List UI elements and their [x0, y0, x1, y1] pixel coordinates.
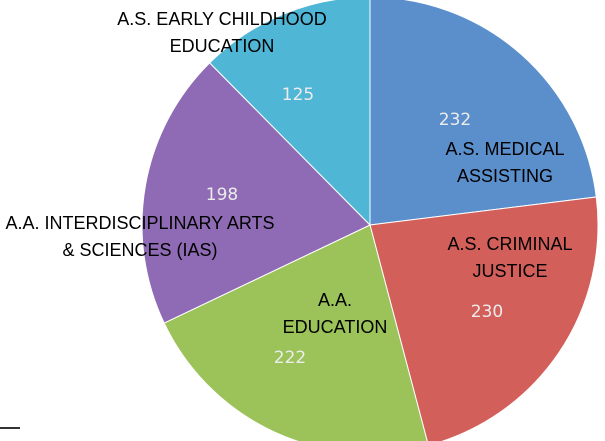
slice-label: A.S. MEDICAL ASSISTING: [445, 139, 565, 186]
pie-slice: [208, 0, 371, 227]
slice-label: A.S. EARLY CHILDHOOD EDUCATION: [117, 9, 327, 56]
data-label: 230: [471, 302, 503, 322]
pie-slice: [141, 62, 371, 324]
slice-label: A.S. CRIMINAL JUSTICE: [447, 234, 573, 281]
pie-slice: [369, 0, 597, 226]
pie-slice: [369, 196, 599, 441]
slice-label: A.A. INTERDISCIPLINARY ARTS & SCIENCES (…: [5, 213, 275, 260]
data-label: 222: [274, 348, 306, 368]
slice-label: A.A. EDUCATION: [282, 290, 388, 337]
pie-slice: [163, 224, 428, 441]
data-label: 198: [206, 185, 238, 205]
data-label: 232: [439, 110, 471, 130]
data-label: 125: [282, 85, 314, 105]
